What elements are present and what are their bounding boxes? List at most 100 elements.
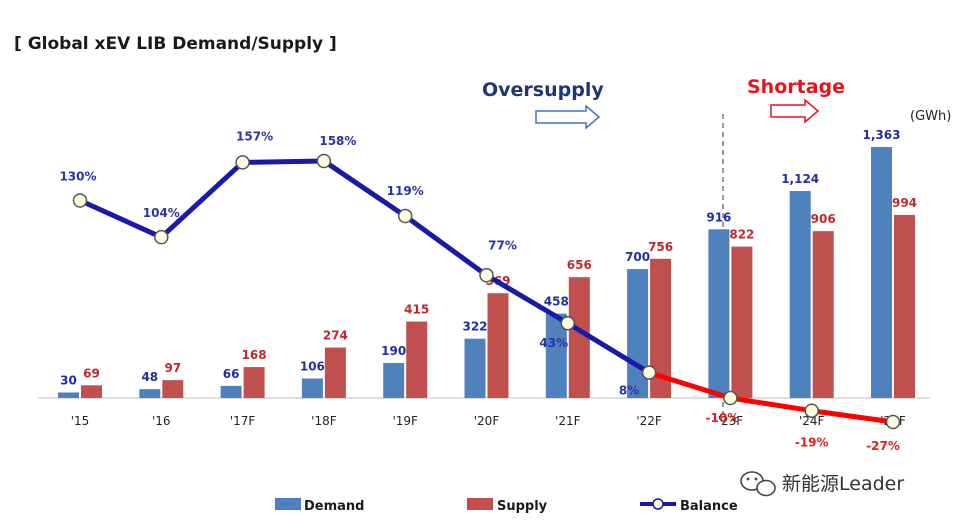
wechat-logo-icon (740, 471, 776, 497)
data-label-balance-0: 130% (59, 170, 96, 184)
balance-segment-4 (402, 213, 489, 278)
watermark: 新能源Leader (740, 471, 904, 497)
data-label-balance-6: 43% (539, 336, 568, 350)
data-label-supply-7: 756 (648, 240, 673, 254)
data-label-supply-2: 168 (242, 348, 267, 362)
balance-point-2 (235, 155, 250, 170)
balance-point-0 (72, 193, 88, 208)
bar-supply-10 (894, 214, 915, 398)
oversupply-arrow-icon (535, 104, 601, 130)
oversupply-label: Oversupply (482, 79, 604, 101)
data-label-demand-0: 30 (60, 373, 77, 387)
data-label-supply-10: 994 (892, 196, 917, 210)
watermark-text: 新能源Leader (782, 473, 904, 495)
bar-demand-4 (383, 363, 405, 398)
data-label-demand-6: 458 (544, 295, 569, 309)
bar-supply-5 (487, 293, 509, 398)
balance-segment-6 (565, 320, 652, 376)
data-label-supply-1: 97 (164, 361, 181, 375)
bar-supply-4 (406, 321, 428, 398)
bar-data-labels: 3069489766168106274190415322569458656700… (60, 128, 917, 387)
bar-supply-1 (162, 380, 184, 398)
balance-point-6 (560, 315, 576, 331)
balance-segment-8 (727, 395, 815, 414)
balance-segment-7 (646, 370, 733, 401)
data-label-balance-10: -27% (866, 439, 900, 453)
data-label-demand-8: 916 (706, 210, 731, 224)
data-label-supply-9: 906 (811, 212, 836, 226)
bars-layer (58, 147, 915, 398)
bar-demand-2 (220, 385, 242, 398)
bar-supply-3 (324, 347, 346, 398)
bar-supply-9 (812, 231, 834, 398)
x-tick-labels: '15'16'17F'18F'19F'20F'21F'22F'23F'24F'2… (71, 414, 906, 428)
bar-demand-9 (789, 191, 811, 398)
bar-demand-1 (139, 389, 161, 398)
bar-demand-8 (708, 229, 730, 398)
data-label-balance-2: 157% (236, 129, 273, 143)
bar-supply-8 (731, 246, 753, 398)
shortage-label: Shortage (747, 76, 845, 98)
data-label-supply-4: 415 (404, 303, 429, 317)
x-tick-label-3: '18F (311, 414, 337, 428)
balance-point-4 (397, 208, 413, 224)
data-label-supply-3: 274 (323, 329, 348, 343)
balance-segment-5 (484, 272, 571, 326)
balance-segment-9 (809, 408, 896, 425)
x-tick-label-7: '22F (636, 414, 662, 428)
shortage-arrow-icon (770, 98, 820, 124)
data-label-balance-7: 8% (619, 384, 639, 398)
bar-supply-7 (650, 258, 672, 398)
bar-demand-7 (627, 269, 649, 398)
balance-line-layer: 130% 104% 157% 158% 119% 77% 43% 8% -10% -19% -27% (59, 129, 901, 453)
legend-swatch-demand (275, 498, 301, 510)
bar-demand-5 (464, 338, 486, 398)
bar-supply-0 (81, 385, 102, 398)
data-label-balance-4: 119% (387, 184, 424, 198)
legend-marker-balance (652, 498, 664, 510)
bar-demand-0 (58, 392, 79, 398)
balance-segment-3 (321, 158, 408, 219)
chart-title: [ Global xEV LIB Demand/Supply ] (14, 34, 337, 54)
balance-point-5 (479, 268, 494, 283)
data-label-demand-2: 66 (223, 367, 240, 381)
data-label-supply-0: 69 (83, 366, 100, 380)
x-tick-label-2: '17F (230, 414, 256, 428)
balance-point-1 (154, 229, 169, 245)
x-tick-label-1: '16 (152, 414, 171, 428)
bar-demand-10 (871, 147, 892, 398)
balance-point-7 (641, 365, 657, 380)
balance-point-10 (885, 414, 901, 430)
data-label-demand-10: 1,363 (863, 128, 901, 142)
data-label-balance-3: 158% (319, 134, 356, 148)
bar-demand-3 (301, 378, 323, 398)
x-tick-label-5: '20F (474, 414, 500, 428)
balance-point-3 (316, 153, 332, 169)
balance-point-8 (723, 390, 738, 406)
bar-demand-6 (545, 313, 567, 398)
data-label-demand-3: 106 (300, 359, 325, 373)
data-label-demand-1: 48 (141, 370, 158, 384)
x-tick-label-9: '24F (799, 414, 825, 428)
balance-segment-1 (158, 159, 246, 240)
legend-swatch-supply (467, 498, 493, 510)
balance-segment-0 (77, 198, 164, 240)
data-label-supply-6: 656 (567, 258, 592, 272)
x-tick-label-0: '15 (71, 414, 90, 428)
legend-label-supply: Supply (497, 499, 548, 514)
data-label-balance-8: -10% (706, 411, 740, 425)
legend-label-demand: Demand (304, 499, 365, 514)
data-label-demand-4: 190 (381, 344, 406, 358)
data-label-supply-8: 822 (729, 228, 754, 242)
x-tick-label-8: '23F (718, 414, 744, 428)
data-label-demand-9: 1,124 (781, 172, 819, 186)
balance-segment-2 (240, 158, 327, 165)
legend: Demand Supply Balance (275, 498, 738, 514)
bar-supply-2 (243, 367, 265, 398)
data-label-demand-7: 700 (625, 250, 650, 264)
data-label-balance-1: 104% (143, 206, 180, 220)
data-label-balance-5: 77% (488, 238, 517, 252)
x-tick-label-6: '21F (555, 414, 581, 428)
unit-label: (GWh) (910, 109, 951, 124)
data-label-balance-9: -19% (795, 436, 829, 450)
